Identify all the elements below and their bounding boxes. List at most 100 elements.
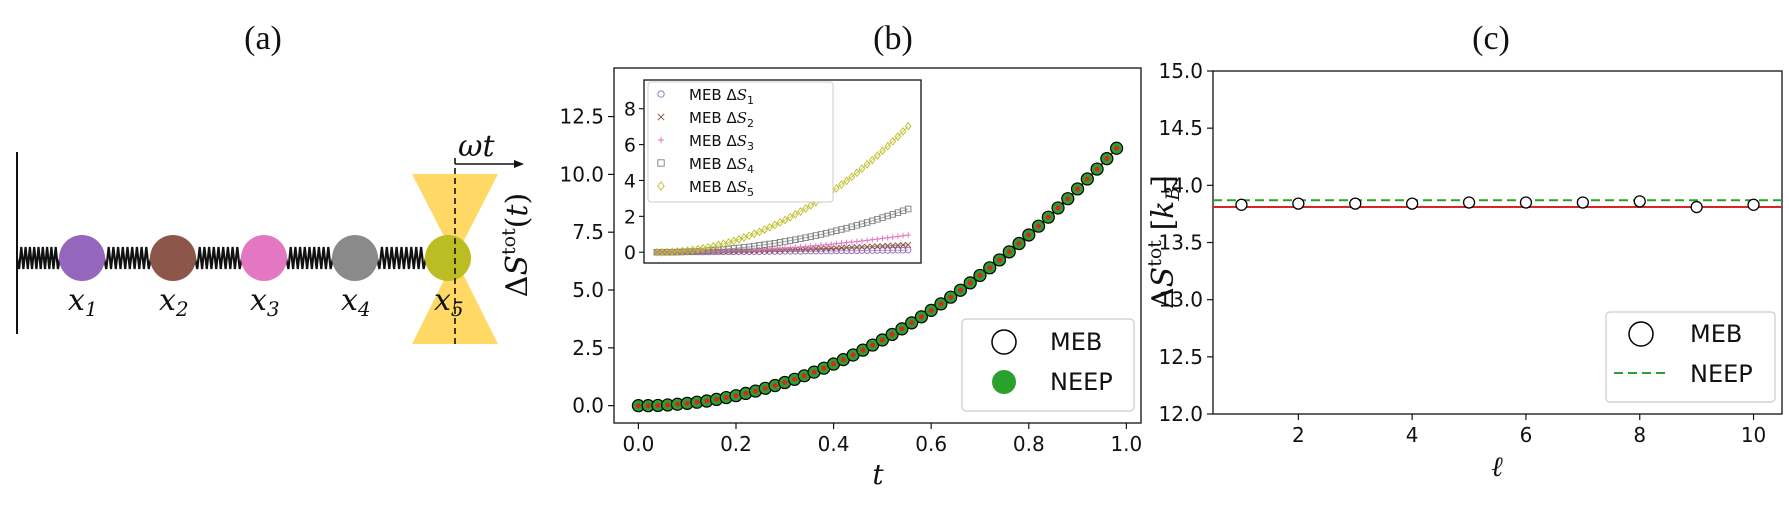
omega-label: ωt xyxy=(458,129,495,164)
mass-5 xyxy=(425,235,471,281)
inset-point-1 xyxy=(858,247,866,254)
inset-ytick-label: 4 xyxy=(624,170,636,192)
b-meb-point xyxy=(1070,182,1085,196)
inset-point-1 xyxy=(904,246,912,254)
b-red-dot xyxy=(987,265,993,271)
inset-point-5 xyxy=(894,132,902,141)
inset-point-2 xyxy=(894,242,902,249)
b-red-dot xyxy=(772,383,778,389)
inset-point-2 xyxy=(833,244,840,252)
inset-point-4 xyxy=(874,215,881,223)
b-meb-point xyxy=(924,303,938,317)
b-meb-point xyxy=(1080,172,1094,186)
inset-point-4 xyxy=(869,217,876,225)
b-meb-point xyxy=(1100,152,1114,166)
inset-point-5 xyxy=(797,207,804,216)
b-red-dot xyxy=(928,307,934,313)
inset-legend-marker-3 xyxy=(657,136,665,144)
inset-point-5 xyxy=(745,231,753,241)
inset-point-5 xyxy=(663,247,671,257)
b-red-dot xyxy=(723,395,729,401)
c-xtick-label: 2 xyxy=(1292,423,1305,447)
inset-point-5 xyxy=(863,159,871,169)
inset-point-5 xyxy=(735,234,743,244)
inset-point-3 xyxy=(889,234,896,240)
inset-point-3 xyxy=(802,243,809,250)
b-red-dot xyxy=(918,314,924,320)
c-legend-box xyxy=(1605,311,1776,403)
c-xtick-label: 4 xyxy=(1406,423,1419,447)
inset-point-5 xyxy=(776,218,784,227)
b-red-dot xyxy=(1045,214,1051,220)
inset-legend-marker-1 xyxy=(657,90,665,98)
inset-point-5 xyxy=(720,239,727,249)
inset-point-4 xyxy=(807,233,814,240)
c-legend-meb: MEB xyxy=(1690,320,1742,348)
inset-point-3 xyxy=(843,239,850,246)
inset-legend-label-3: MEB ΔS3 xyxy=(689,132,754,153)
inset-point-5 xyxy=(771,220,779,230)
b-red-dot xyxy=(674,401,680,407)
c-legend-neep: NEEP xyxy=(1690,360,1753,388)
b-meb-point xyxy=(1090,162,1104,176)
inset-point-5 xyxy=(740,233,748,242)
b-red-dot xyxy=(1036,223,1042,229)
inset-point-4 xyxy=(904,205,912,213)
inset-point-1 xyxy=(884,247,891,254)
inset-point-3 xyxy=(879,235,886,242)
inset-point-5 xyxy=(679,246,686,256)
inset-point-4 xyxy=(848,223,856,231)
inset-point-4 xyxy=(833,227,840,234)
c-meb-point xyxy=(1519,196,1533,209)
inset-point-5 xyxy=(658,247,666,257)
b-red-dot xyxy=(1006,249,1012,255)
b-red-dot xyxy=(889,331,895,337)
inset-point-3 xyxy=(838,240,845,246)
b-red-dot xyxy=(1104,156,1110,162)
inset-point-2 xyxy=(807,245,814,253)
inset-point-3 xyxy=(787,244,793,251)
inset-point-2 xyxy=(817,245,825,252)
inset-point-4 xyxy=(745,243,753,251)
inset-point-5 xyxy=(899,127,907,136)
b-red-dot xyxy=(948,294,954,300)
c-ytick-label: 13.5 xyxy=(1158,231,1203,255)
c-meb-point xyxy=(1406,197,1419,210)
inset-point-5 xyxy=(781,215,789,225)
inset-point-4 xyxy=(797,235,804,243)
inset-point-3 xyxy=(782,245,788,251)
inset-point-5 xyxy=(750,229,758,239)
b-xlabel: t xyxy=(872,458,884,491)
b-legend-box xyxy=(961,318,1135,412)
inset-point-2 xyxy=(848,244,855,251)
mass-3 xyxy=(241,235,287,281)
inset-point-5 xyxy=(786,212,794,222)
b-meb-point xyxy=(963,276,977,290)
b-meb-point xyxy=(1002,245,1016,259)
b-red-dot xyxy=(967,280,973,286)
b-red-dot xyxy=(831,361,837,367)
b-red-dot xyxy=(899,326,905,332)
inset-point-5 xyxy=(807,201,815,210)
b-ticks: 0.0 0.2 0.4 0.6 0.8 1.0 0.0 2.5 5.0 7.5 10.0 12.5 xyxy=(559,105,1142,456)
inset-point-4 xyxy=(771,240,779,247)
inset-point-3 xyxy=(884,235,891,241)
c-ytick-label: 15.0 xyxy=(1158,59,1203,83)
mass-2 xyxy=(150,235,196,281)
c-ytick-label: 13.0 xyxy=(1158,288,1203,312)
c-meb-point xyxy=(1235,198,1248,211)
c-meb-point xyxy=(1633,195,1646,208)
c-meb-point xyxy=(1747,198,1760,211)
c-ytick-label: 14.0 xyxy=(1158,173,1203,197)
mass-label-4: x4 xyxy=(341,283,371,321)
mass-label-3: x3 xyxy=(250,283,280,321)
b-meb-point xyxy=(914,310,929,324)
c-ytick-label: 12.5 xyxy=(1158,345,1203,369)
b-points xyxy=(631,141,1124,413)
inset-point-3 xyxy=(864,237,870,244)
spring xyxy=(15,246,62,270)
inset-point-3 xyxy=(756,246,763,253)
inset-point-4 xyxy=(740,244,748,251)
c-meb-point xyxy=(1292,197,1305,210)
panel-b-chart: 0.0 0.2 0.4 0.6 0.8 1.0 0.0 2.5 5.0 7.5 10.0 12.5 Δ… xyxy=(498,67,1142,491)
